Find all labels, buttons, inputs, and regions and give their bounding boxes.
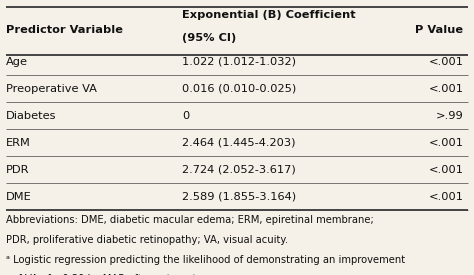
Text: <.001: <.001 [428,84,464,94]
Text: PDR: PDR [6,165,29,175]
Text: 1.022 (1.012-1.032): 1.022 (1.012-1.032) [182,57,297,67]
Text: PDR, proliferative diabetic retinopathy; VA, visual acuity.: PDR, proliferative diabetic retinopathy;… [6,235,288,245]
Text: (95% CI): (95% CI) [182,33,237,43]
Text: <.001: <.001 [428,165,464,175]
Text: 0.016 (0.010-0.025): 0.016 (0.010-0.025) [182,84,297,94]
Text: P Value: P Value [415,24,464,35]
Text: Exponential (B) Coefficient: Exponential (B) Coefficient [182,10,356,20]
Text: ᵃ Logistic regression predicting the likelihood of demonstrating an improvement: ᵃ Logistic regression predicting the lik… [6,255,405,265]
Text: of VA of ≥0.30 logMAR after cataract surgery.: of VA of ≥0.30 logMAR after cataract sur… [6,274,239,275]
Text: Age: Age [6,57,27,67]
Text: 2.464 (1.445-4.203): 2.464 (1.445-4.203) [182,138,296,148]
Text: ERM: ERM [6,138,30,148]
Text: Abbreviations: DME, diabetic macular edema; ERM, epiretinal membrane;: Abbreviations: DME, diabetic macular ede… [6,215,374,225]
Text: 2.724 (2.052-3.617): 2.724 (2.052-3.617) [182,165,296,175]
Text: <.001: <.001 [428,192,464,202]
Text: Diabetes: Diabetes [6,111,56,121]
Text: 2.589 (1.855-3.164): 2.589 (1.855-3.164) [182,192,297,202]
Text: 0: 0 [182,111,190,121]
Text: DME: DME [6,192,31,202]
Text: Preoperative VA: Preoperative VA [6,84,97,94]
Text: <.001: <.001 [428,57,464,67]
Text: >.99: >.99 [436,111,464,121]
Text: <.001: <.001 [428,138,464,148]
Text: Predictor Variable: Predictor Variable [6,24,123,35]
